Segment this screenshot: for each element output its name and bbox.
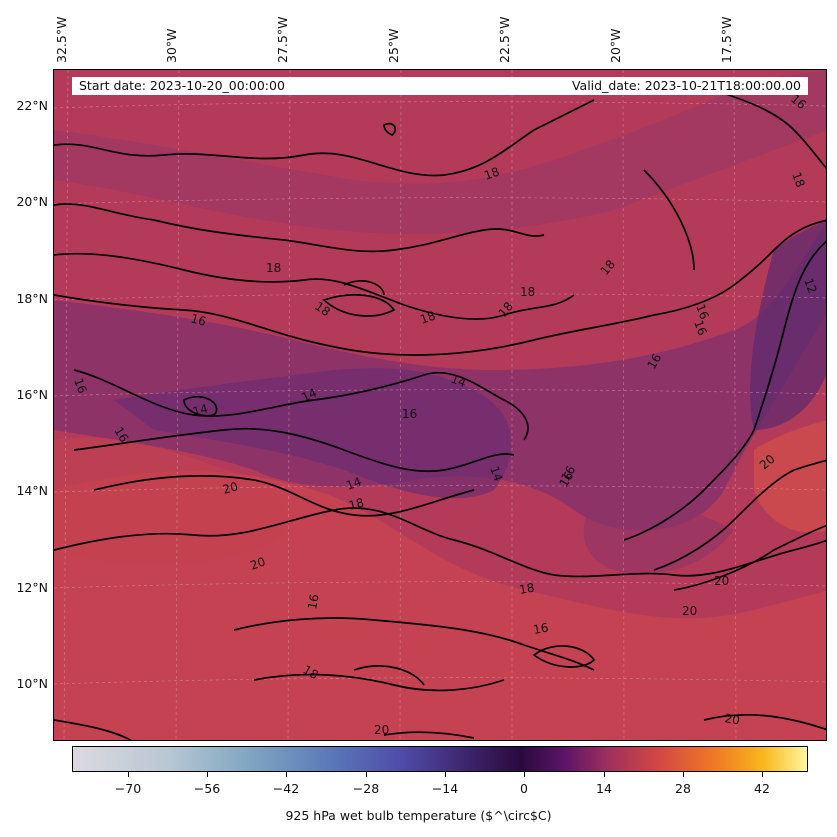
cool-band-north — [54, 70, 826, 234]
date-info-bar: Start date: 2023-10-20_00:00:00 Valid_da… — [72, 77, 808, 95]
cool-band-core — [114, 368, 512, 499]
contour-label: 18 — [301, 662, 321, 682]
lat-label-16n: 16°N — [16, 387, 48, 402]
valid-date-text: Valid_date: 2023-10-21T18:00:00.00 — [571, 78, 801, 93]
colorbar — [72, 746, 808, 772]
colorbar-tick-label: −28 — [352, 781, 380, 796]
contour-label: 20 — [714, 574, 729, 588]
warm-band-west — [54, 437, 288, 565]
contour-label: 20 — [374, 723, 389, 737]
lon-label-20w: 20°W — [608, 28, 623, 63]
contour-label: 18 — [266, 261, 281, 275]
contour-label: 20 — [723, 711, 740, 727]
lat-label-22n: 22°N — [16, 98, 48, 113]
colorbar-tick-label: 42 — [754, 781, 770, 796]
lat-label-12n: 12°N — [16, 580, 48, 595]
contour-label: 18 — [789, 170, 807, 189]
colorbar-tick-label: −42 — [272, 781, 300, 796]
cool-band-east-core — [750, 220, 826, 430]
lon-label-27.5w: 27.5°W — [275, 16, 290, 63]
colorbar-tick — [445, 772, 446, 777]
contour-label: 14 — [344, 474, 363, 492]
warm-band-east — [754, 420, 826, 533]
contour-label: 16 — [558, 463, 578, 483]
colorbar-tick — [286, 772, 287, 777]
lon-label-32.5w: 32.5°W — [54, 16, 69, 63]
contour-label: 20 — [682, 604, 697, 618]
cool-band-lower — [583, 497, 734, 574]
contour-label: 16 — [305, 593, 321, 610]
colorbar-tick — [128, 772, 129, 777]
colorbar-tick-label: −56 — [193, 781, 221, 796]
colorbar-tick-label: 28 — [675, 781, 691, 796]
contour-label: 16 — [556, 469, 576, 489]
contour-label: 14 — [449, 372, 468, 390]
contour-label: 12 — [801, 276, 819, 295]
colorbar-tick — [207, 772, 208, 777]
contour-label: 14 — [299, 386, 319, 405]
lon-label-30w: 30°W — [164, 28, 179, 63]
contour-label: 20 — [248, 554, 267, 572]
map-panel[interactable]: 18 18 18 18 18 18 18 16 16 16 16 14 14 1… — [53, 69, 827, 741]
lon-label-25w: 25°W — [386, 28, 401, 63]
contour-label: 16 — [111, 425, 131, 445]
contour-label: 18 — [520, 285, 535, 299]
contour-label: 16 — [532, 621, 549, 637]
contour-label: 16 — [189, 311, 207, 328]
wet-bulb-field: 18 18 18 18 18 18 18 16 16 16 16 14 14 1… — [54, 70, 826, 740]
lat-label-18n: 18°N — [16, 291, 48, 306]
colorbar-tick — [762, 772, 763, 777]
contour-label: 18 — [518, 581, 535, 597]
contour-label: 20 — [221, 479, 239, 496]
contour-label: 16 — [691, 318, 709, 337]
colorbar-tick-label: −14 — [431, 781, 459, 796]
contour-label: 16 — [402, 407, 417, 421]
start-date-text: Start date: 2023-10-20_00:00:00 — [79, 78, 285, 93]
contour-label: 16 — [71, 376, 89, 395]
colorbar-tick-label: 14 — [596, 781, 612, 796]
contour-lines — [54, 89, 826, 740]
lat-label-10n: 10°N — [16, 676, 48, 691]
contour-label: 16 — [693, 302, 711, 321]
colorbar-tick-label: 0 — [520, 781, 528, 796]
colorbar-title: 925 hPa wet bulb temperature ($^\circ$C) — [285, 808, 552, 823]
colorbar-tick — [524, 772, 525, 777]
lat-label-20n: 20°N — [16, 194, 48, 209]
lon-label-22.5w: 22.5°W — [497, 16, 512, 63]
contour-label: 14 — [487, 464, 505, 483]
colorbar-tick — [683, 772, 684, 777]
contour-label: 18 — [418, 308, 437, 326]
graticule — [54, 70, 826, 740]
contour-label: 16 — [644, 351, 664, 371]
colorbar-tick — [604, 772, 605, 777]
contour-label: 18 — [482, 164, 501, 182]
lat-label-14n: 14°N — [16, 483, 48, 498]
colorbar-tick — [366, 772, 367, 777]
colorbar-tick-label: −70 — [114, 781, 142, 796]
contour-label: 18 — [347, 495, 365, 512]
contour-label: 14 — [191, 401, 209, 418]
lon-label-17.5w: 17.5°W — [719, 16, 734, 63]
